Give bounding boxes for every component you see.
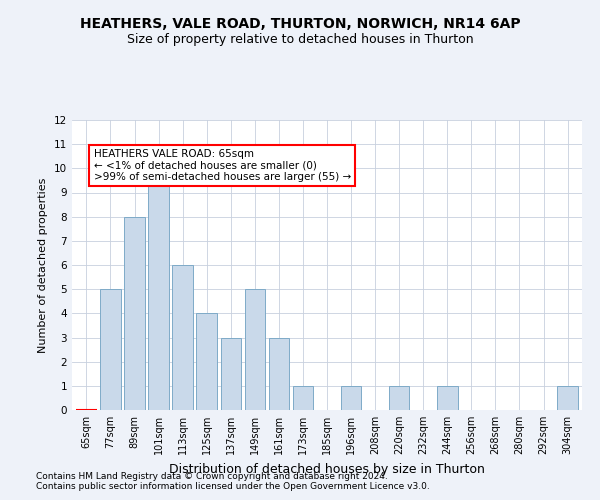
Bar	[341, 386, 361, 410]
Bar	[148, 168, 169, 410]
Text: Size of property relative to detached houses in Thurton: Size of property relative to detached ho…	[127, 32, 473, 46]
Text: HEATHERS VALE ROAD: 65sqm
← <1% of detached houses are smaller (0)
>99% of semi-: HEATHERS VALE ROAD: 65sqm ← <1% of detac…	[94, 149, 351, 182]
Bar	[269, 338, 289, 410]
Bar	[293, 386, 313, 410]
Text: HEATHERS, VALE ROAD, THURTON, NORWICH, NR14 6AP: HEATHERS, VALE ROAD, THURTON, NORWICH, N…	[80, 18, 520, 32]
Bar	[245, 289, 265, 410]
Bar	[172, 265, 193, 410]
Bar	[437, 386, 458, 410]
Y-axis label: Number of detached properties: Number of detached properties	[38, 178, 49, 352]
Bar	[221, 338, 241, 410]
Bar	[389, 386, 409, 410]
Bar	[557, 386, 578, 410]
Bar	[196, 314, 217, 410]
Bar	[100, 289, 121, 410]
Text: Contains public sector information licensed under the Open Government Licence v3: Contains public sector information licen…	[36, 482, 430, 491]
X-axis label: Distribution of detached houses by size in Thurton: Distribution of detached houses by size …	[169, 462, 485, 475]
Text: Contains HM Land Registry data © Crown copyright and database right 2024.: Contains HM Land Registry data © Crown c…	[36, 472, 388, 481]
Bar	[124, 216, 145, 410]
